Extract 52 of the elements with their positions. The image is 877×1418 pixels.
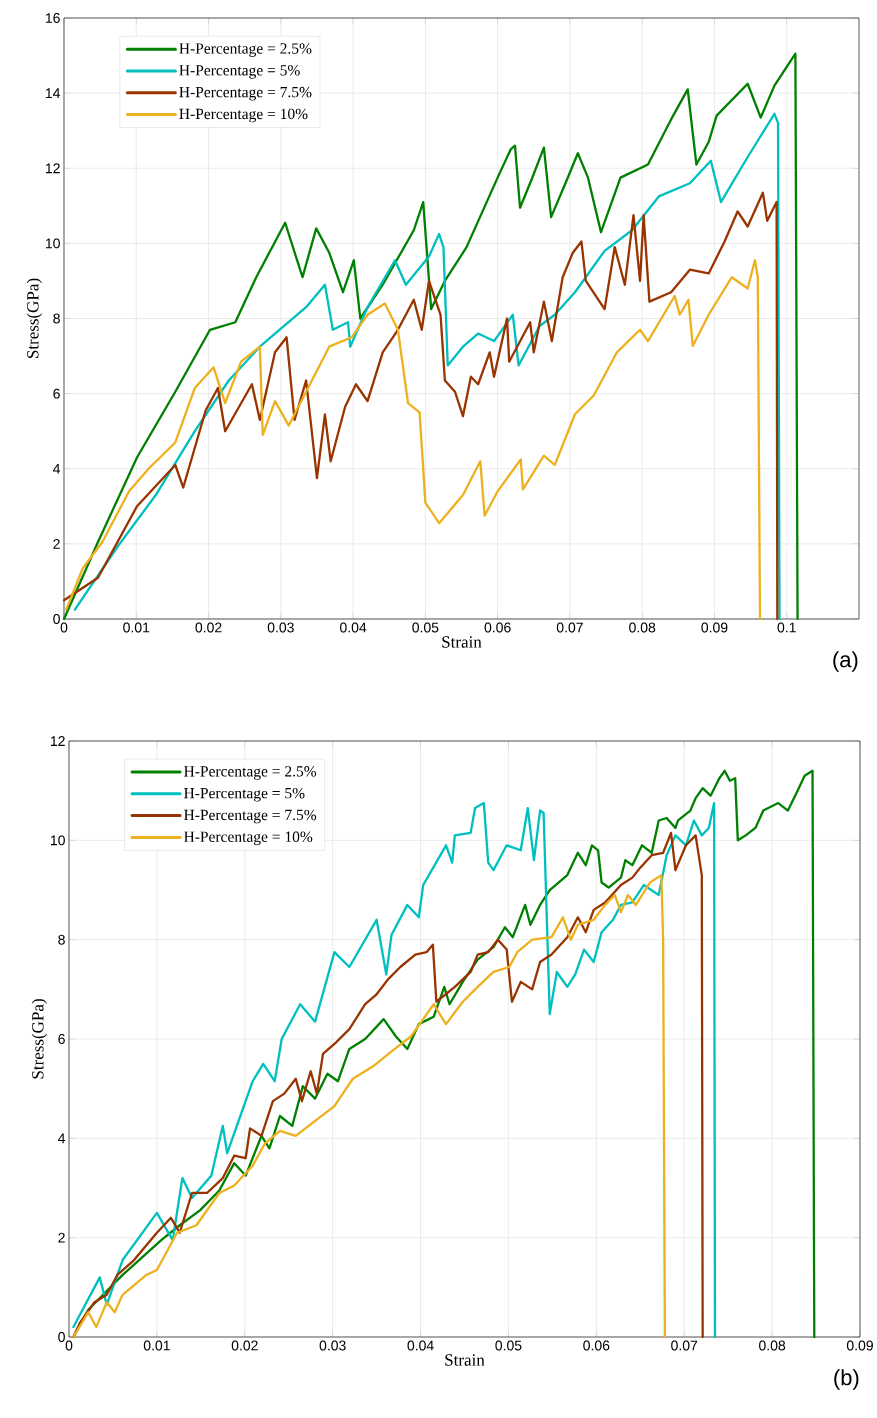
- y-tick-label: 8: [53, 313, 60, 324]
- y-tick-label: 12: [50, 736, 65, 746]
- y-tick-label: 8: [58, 934, 65, 945]
- y-axis-title: Stress(GPa): [26, 278, 43, 358]
- x-tick-label: 0.04: [407, 1340, 434, 1351]
- y-tick-label: 0: [58, 1332, 65, 1342]
- x-tick-label: 0.03: [319, 1340, 346, 1351]
- y-tick-label: 12: [45, 163, 60, 174]
- y-tick-label: 0: [53, 614, 60, 624]
- line-series: [65, 259, 762, 621]
- y-tick-label: 16: [45, 13, 60, 23]
- x-tick-label: 0.01: [143, 1340, 170, 1351]
- legend-label: H-Percentage = 10%: [179, 108, 308, 123]
- legend-label: H-Percentage = 2.5%: [179, 43, 312, 57]
- x-tick-label: 0.02: [195, 622, 222, 633]
- legend-label: H-Percentage = 7.5%: [184, 809, 317, 824]
- x-tick-label: 0.05: [495, 1340, 522, 1351]
- x-tick-label: 0.09: [846, 1340, 873, 1351]
- y-tick-label: 6: [58, 1034, 65, 1044]
- x-axis-title: Strain: [445, 1354, 485, 1366]
- x-tick-label: 0.04: [340, 622, 367, 633]
- legend-label: H-Percentage = 7.5%: [179, 86, 312, 101]
- legend-label: H-Percentage = 2.5%: [184, 766, 317, 780]
- y-tick-label: 2: [53, 538, 60, 549]
- y-tick-label: 2: [58, 1232, 65, 1243]
- y-tick-label: 6: [53, 388, 60, 399]
- x-tick-label: 0.06: [583, 1340, 610, 1351]
- x-tick-label: 0.03: [267, 622, 294, 633]
- x-tick-label: 0.07: [556, 622, 583, 633]
- y-tick-label: 10: [50, 835, 65, 846]
- y-axis-title: Stress(GPa): [31, 999, 48, 1079]
- line-series: [62, 191, 779, 621]
- legend-label: H-Percentage = 5%: [179, 65, 300, 79]
- x-tick-label: 0.1: [777, 622, 796, 633]
- x-tick-label: 0.05: [412, 622, 439, 633]
- x-tick-label: 0: [65, 1340, 73, 1351]
- x-tick-label: 0.08: [629, 622, 656, 633]
- y-tick-label: 14: [45, 88, 61, 98]
- y-tick-label: 4: [57, 1133, 66, 1144]
- x-tick-label: 0.02: [231, 1340, 258, 1351]
- x-tick-label: 0.01: [123, 622, 150, 633]
- y-tick-label: 4: [52, 463, 61, 474]
- legend-label: H-Percentage = 5%: [184, 787, 305, 802]
- x-tick-label: 0.09: [701, 622, 728, 633]
- x-axis-title: Strain: [442, 636, 482, 648]
- legend-label: H-Percentage = 10%: [184, 831, 313, 846]
- x-tick-label: 0.07: [671, 1340, 698, 1351]
- x-tick-label: 0.08: [759, 1340, 786, 1351]
- text: (a): [833, 651, 858, 672]
- y-tick-label: 10: [45, 238, 60, 249]
- text: (b): [834, 1369, 859, 1390]
- x-tick-label: 0.06: [484, 622, 511, 633]
